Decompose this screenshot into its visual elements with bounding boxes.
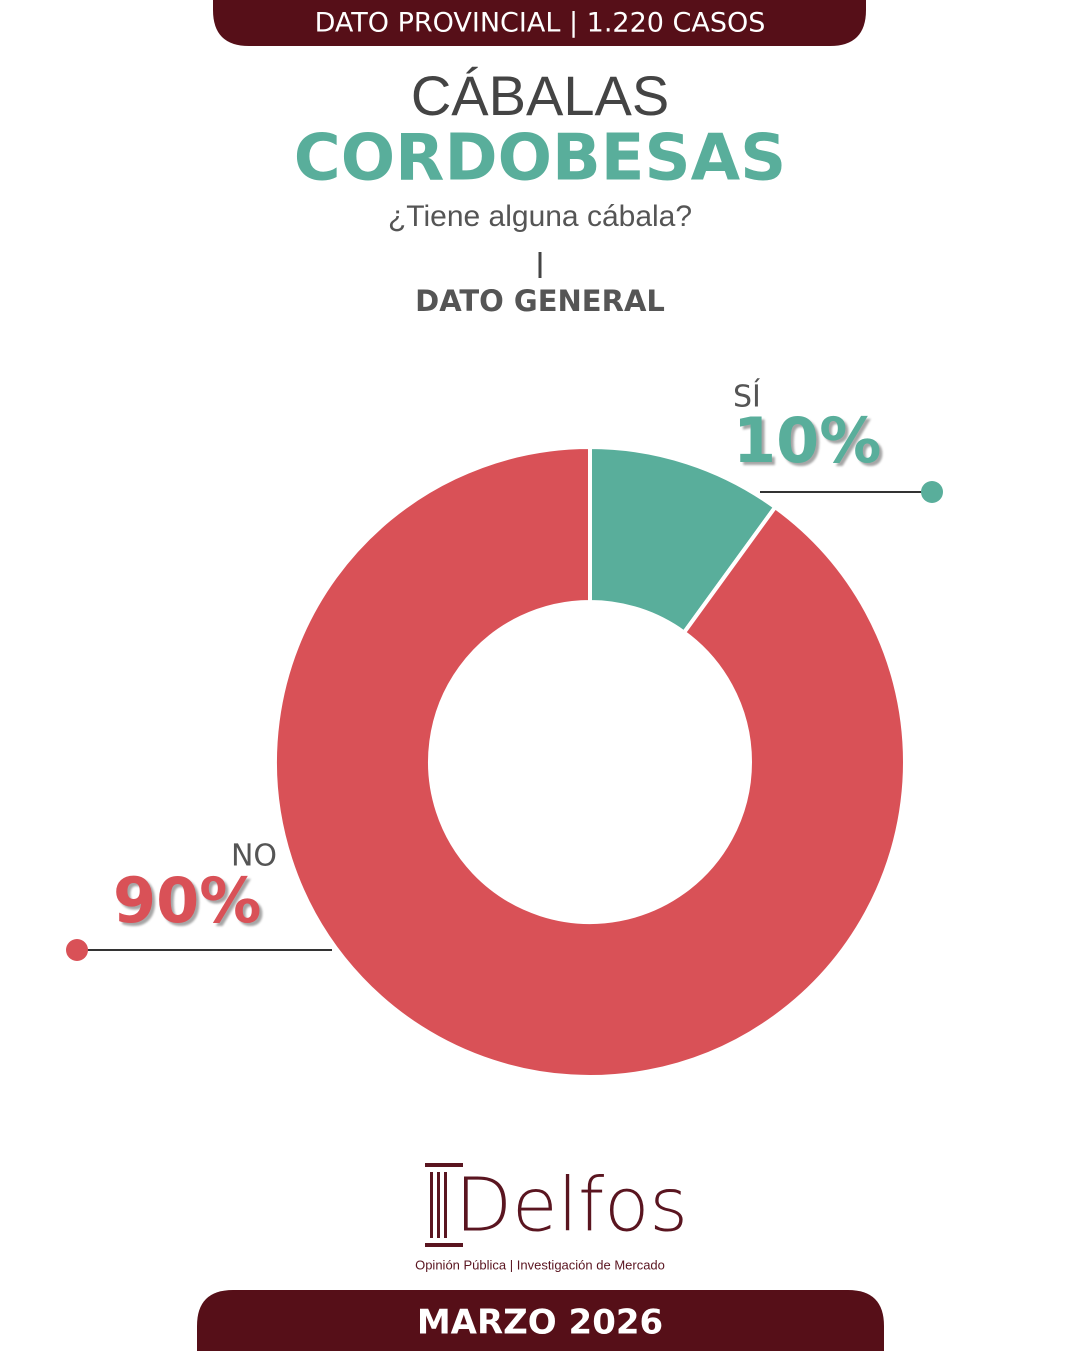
value-label: 10% <box>733 404 881 477</box>
logo: Delfos Opinión Pública | Investigación d… <box>415 1163 688 1273</box>
header-text: DATO PROVINCIAL | 1.220 CASOS <box>315 8 766 39</box>
category-label: SÍ <box>733 379 761 415</box>
logo-icon <box>425 1243 463 1247</box>
logo-icon <box>425 1163 463 1167</box>
leader-dot <box>66 939 88 961</box>
title: CÁBALAS <box>411 64 669 127</box>
footer-date: MARZO 2026 <box>417 1303 663 1343</box>
logo-icon <box>430 1172 433 1238</box>
value-label: 90% <box>113 864 261 937</box>
category-label: NO <box>231 839 277 874</box>
donut-slice <box>273 444 907 1079</box>
brand: Delfos <box>455 1163 688 1249</box>
leader-dot <box>921 481 943 503</box>
subtitle: ¿Tiene alguna cábala? <box>388 200 692 233</box>
tagline: Opinión Pública | Investigación de Merca… <box>415 1257 665 1272</box>
logo-icon <box>444 1172 447 1238</box>
title-highlight: CORDOBESAS <box>294 122 786 196</box>
logo-icon <box>437 1172 440 1238</box>
footer-pill <box>197 1290 884 1351</box>
section-label: DATO GENERAL <box>415 284 665 318</box>
header-pill <box>213 0 866 46</box>
